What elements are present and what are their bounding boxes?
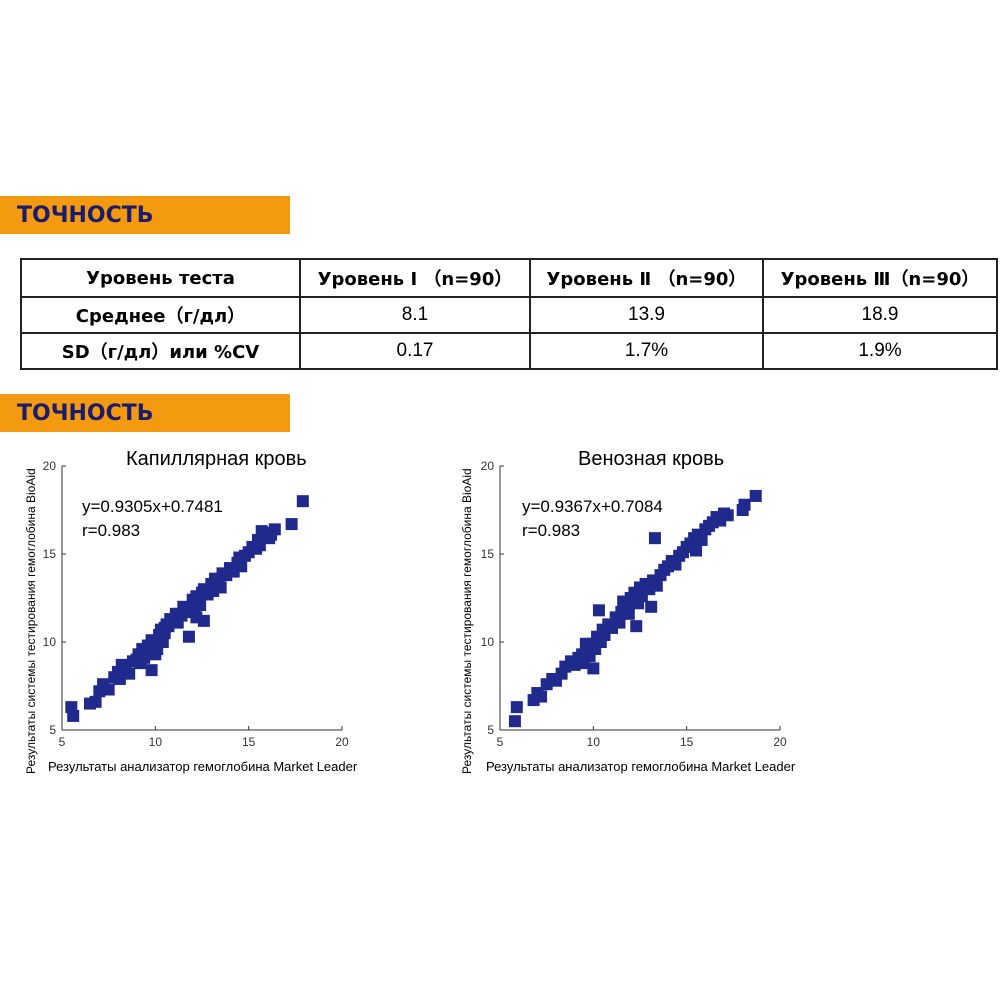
data-point xyxy=(630,620,643,633)
data-point xyxy=(738,498,751,511)
data-point xyxy=(263,532,276,545)
data-point xyxy=(296,495,309,508)
table-cell: 1.9% xyxy=(762,332,998,370)
x-tick-label: 10 xyxy=(149,735,163,749)
data-point xyxy=(214,581,227,594)
data-point xyxy=(721,509,734,522)
y-tick-label: 20 xyxy=(43,459,57,473)
y-tick-label: 5 xyxy=(487,723,494,737)
x-tick-label: 15 xyxy=(242,735,256,749)
data-point xyxy=(182,630,195,643)
regression-equation: y=0.9367x+0.7084 xyxy=(522,497,663,516)
data-point xyxy=(622,607,635,620)
data-point xyxy=(190,611,203,624)
x-tick-label: 10 xyxy=(587,735,601,749)
table-cell: 13.9 xyxy=(529,296,764,334)
data-point xyxy=(645,600,658,613)
y-tick-label: 5 xyxy=(49,723,56,737)
data-point xyxy=(149,648,162,661)
correlation-coefficient: r=0.983 xyxy=(82,521,141,540)
table-header-row: Уровень теста Уровень Ⅰ （n=90） Уровень Ⅱ… xyxy=(20,258,998,298)
data-point xyxy=(67,709,80,722)
y-axis-label: Результаты системы тестирования гемоглоб… xyxy=(460,468,474,774)
chart-title: Капиллярная кровь xyxy=(126,448,307,470)
regression-equation: y=0.9305x+0.7481 xyxy=(82,497,223,516)
data-point xyxy=(690,544,702,557)
data-point xyxy=(508,715,521,728)
data-point xyxy=(579,637,592,650)
y-tick-label: 15 xyxy=(481,547,495,561)
data-point xyxy=(158,621,171,634)
x-tick-label: 5 xyxy=(497,735,504,749)
data-point xyxy=(510,701,523,714)
section-title: ТОЧНОСТЬ xyxy=(17,203,154,228)
y-tick-label: 20 xyxy=(481,459,495,473)
table-header-cell: Уровень Ⅱ （n=90） xyxy=(529,258,764,298)
x-tick-label: 5 xyxy=(59,735,66,749)
scatter-chart-venous: 5 10 15 20 5 10 15 20 Венозная кровь y=0.9367x+… xyxy=(456,430,896,780)
scatter-chart-capillary: 5 10 15 20 5 10 15 20 Капиллярная кровь y=0.930… xyxy=(18,430,458,780)
table-cell: 0.17 xyxy=(299,332,531,370)
data-point xyxy=(285,518,298,531)
data-point xyxy=(145,664,158,677)
table-row-label: SD（г/дл）или %CV xyxy=(20,332,301,370)
data-point xyxy=(123,667,136,680)
table-cell: 8.1 xyxy=(299,296,531,334)
scatter-plot-area: 5 10 15 20 5 10 15 20 xyxy=(43,459,349,749)
data-point xyxy=(535,690,548,703)
x-tick-label: 20 xyxy=(773,735,787,749)
table-cell: 18.9 xyxy=(762,296,998,334)
table-cell: 1.7% xyxy=(529,332,764,370)
section-banner-accuracy-charts: ТОЧНОСТЬ xyxy=(0,394,290,432)
y-tick-label: 15 xyxy=(43,547,57,561)
x-tick-label: 15 xyxy=(680,735,694,749)
data-point xyxy=(613,616,626,629)
data-point xyxy=(648,532,661,545)
table-row-label: Среднее（г/дл） xyxy=(20,296,301,334)
data-point xyxy=(194,599,207,612)
table-header-cell: Уровень Ⅰ （n=90） xyxy=(299,258,531,298)
x-axis-label: Результаты анализатор гемоглобина Market… xyxy=(486,759,796,774)
data-point xyxy=(173,607,186,620)
scatter-plot-area: 5 10 15 20 5 10 15 20 xyxy=(481,459,787,749)
data-point xyxy=(650,579,663,592)
table-header-cell: Уровень теста xyxy=(20,258,301,298)
data-point xyxy=(102,683,115,696)
data-point xyxy=(587,662,600,675)
data-point xyxy=(749,489,762,502)
y-axis-label: Результаты системы тестирования гемоглоб… xyxy=(24,468,38,774)
x-axis-label: Результаты анализатор гемоглобина Market… xyxy=(48,759,358,774)
data-point xyxy=(592,604,605,617)
data-point xyxy=(113,672,126,685)
y-tick-label: 10 xyxy=(43,635,57,649)
data-point xyxy=(695,533,708,546)
accuracy-table: Уровень теста Уровень Ⅰ （n=90） Уровень Ⅱ… xyxy=(20,258,998,370)
correlation-coefficient: r=0.983 xyxy=(522,521,581,540)
data-point xyxy=(89,695,102,708)
section-banner-accuracy-table: ТОЧНОСТЬ xyxy=(0,196,290,234)
table-header-cell: Уровень Ⅲ（n=90） xyxy=(762,258,998,298)
data-point xyxy=(233,551,246,564)
table-row: SD（г/дл）или %CV 0.17 1.7% 1.9% xyxy=(20,332,998,370)
chart-title: Венозная кровь xyxy=(578,448,725,470)
y-tick-label: 10 xyxy=(481,635,495,649)
data-point xyxy=(712,512,725,525)
x-tick-label: 20 xyxy=(335,735,349,749)
section-title: ТОЧНОСТЬ xyxy=(17,401,154,426)
table-row: Среднее（г/дл） 8.1 13.9 18.9 xyxy=(20,296,998,334)
